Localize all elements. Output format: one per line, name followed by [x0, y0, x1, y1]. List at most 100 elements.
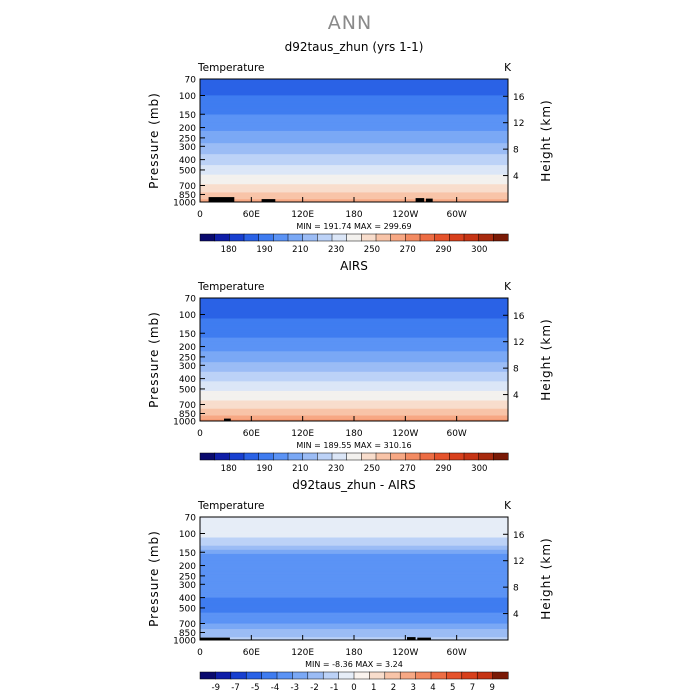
units-label: K [504, 281, 512, 293]
contour-band [200, 631, 508, 634]
contour-band [200, 323, 508, 326]
contour-band [200, 189, 508, 192]
colorbar-box [390, 452, 406, 461]
contour-band [200, 555, 508, 558]
land-mask [261, 199, 276, 202]
panel-title: d92taus_zhun (yrs 1-1) [285, 40, 424, 54]
height-tick-label: 4 [513, 391, 519, 401]
contour-band [200, 122, 508, 125]
colorbar-box [273, 452, 289, 461]
colorbar-box [229, 452, 245, 461]
contour-band [200, 299, 508, 302]
contour-band [200, 545, 508, 548]
land-mask [425, 198, 433, 202]
contour-band [200, 382, 508, 385]
contour-band [200, 548, 508, 551]
contour-band [200, 558, 508, 560]
y-tick-label: 150 [179, 330, 196, 340]
contour-band [200, 404, 508, 407]
contour-band [200, 325, 508, 328]
contour-band [200, 109, 508, 111]
colorbar-box [361, 452, 377, 461]
x-tick-label: 60E [243, 648, 260, 658]
height-tick-label: 16 [513, 93, 525, 103]
contour-band [200, 604, 508, 607]
contour-band [200, 181, 508, 184]
contour-band [200, 570, 508, 573]
contour-band [200, 521, 508, 523]
contour-band [200, 525, 508, 527]
contour-band [200, 91, 508, 94]
figure-title: ANN [327, 12, 373, 34]
colorbar-box [446, 671, 463, 680]
contour-band [200, 126, 508, 129]
colorbar-box [287, 233, 304, 242]
colorbar-box [317, 452, 333, 461]
colorbar-label: 290 [435, 464, 451, 474]
contour-band [200, 518, 508, 521]
colorbar-label: 180 [221, 245, 237, 255]
y-tick-label: 700 [179, 620, 196, 630]
contour-band [200, 328, 508, 330]
contour-band [200, 104, 508, 107]
contour-band [200, 191, 508, 193]
y-axis-label-right: Height (km) [539, 99, 553, 181]
contour-band [200, 623, 508, 626]
land-mask [200, 637, 230, 640]
colorbar-box [261, 671, 278, 680]
contour-band [200, 162, 508, 165]
contour-band [200, 412, 508, 415]
contour-band [200, 352, 508, 355]
colorbar-label: 230 [328, 464, 344, 474]
contour-band [200, 155, 508, 158]
height-tick-label: 12 [513, 119, 524, 129]
contour-band [200, 143, 508, 145]
contour-band [200, 364, 508, 367]
contour-band [200, 118, 508, 121]
colorbar-box [243, 233, 260, 242]
contour-band [200, 137, 508, 140]
contour-band [200, 141, 508, 144]
contour-band [200, 594, 508, 597]
contour-band [200, 150, 508, 152]
stats-label: MIN = 191.74 MAX = 299.69 [296, 222, 411, 231]
contour-band [200, 611, 508, 614]
y-tick-label: 250 [179, 353, 196, 363]
x-tick-label: 180 [345, 210, 362, 220]
colorbar-label: 180 [221, 464, 237, 474]
land-mask [417, 637, 431, 640]
contour-band [200, 317, 508, 319]
colorbar-box [199, 233, 216, 242]
panel-title: d92taus_zhun - AIRS [292, 478, 416, 492]
contour-band [200, 170, 508, 173]
contour-band [200, 544, 508, 547]
y-tick-label: 150 [179, 549, 196, 559]
contour-band [200, 601, 508, 604]
colorbar-label: 210 [292, 245, 308, 255]
contour-band [200, 605, 508, 608]
colorbar-box [292, 671, 309, 680]
colorbar-label: 230 [328, 245, 344, 255]
colorbar-label: 7 [470, 683, 475, 693]
contour-band [200, 408, 508, 411]
contour-band [200, 560, 508, 563]
y-tick-label: 500 [179, 385, 196, 395]
y-tick-label: 400 [179, 375, 196, 385]
colorbar-box [243, 452, 260, 461]
colorbar-label: -2 [310, 683, 318, 693]
contour-band [200, 390, 508, 393]
colorbar-box [430, 671, 447, 680]
y-tick-label: 850 [179, 410, 196, 420]
contour-band [200, 624, 508, 627]
colorbar-box [476, 671, 494, 680]
contour-band [200, 534, 508, 537]
contour-band [200, 366, 508, 369]
contour-band [200, 343, 508, 345]
contour-band [200, 184, 508, 186]
y-tick-label: 300 [179, 143, 196, 153]
stats-label: MIN = -8.36 MAX = 3.24 [305, 660, 403, 669]
colorbar-label: 2 [391, 683, 396, 693]
contour-band [200, 559, 508, 562]
contour-band [200, 609, 508, 612]
